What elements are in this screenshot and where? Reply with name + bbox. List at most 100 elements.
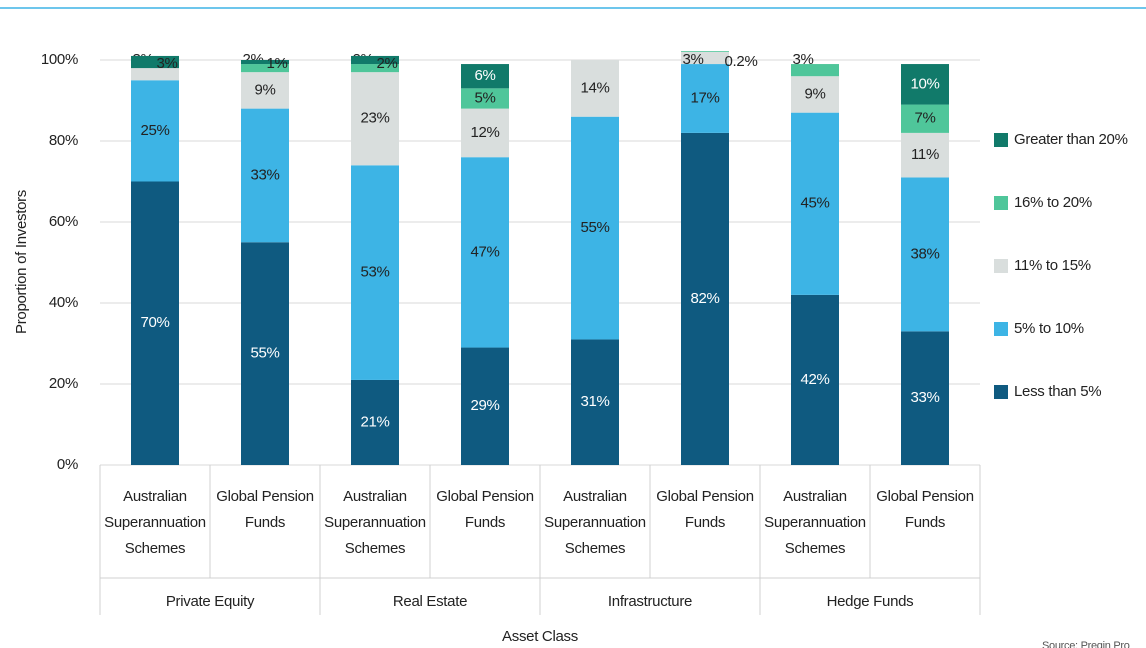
legend-label: 5% to 10% [1014, 320, 1084, 337]
bar-segment [791, 76, 839, 113]
bar-segment [791, 294, 839, 465]
x-tick-label: Global Pension Funds [656, 488, 754, 531]
value-label: 29% [470, 397, 499, 414]
source: Source: Preqin Pro [1042, 640, 1130, 648]
x-tick-label: Global Pension Funds [876, 488, 974, 531]
value-label: 0.2% [725, 53, 758, 70]
value-label: 17% [690, 89, 719, 106]
legend-label: Less than 5% [1014, 383, 1101, 400]
legend-swatch [994, 259, 1008, 273]
value-label: 25% [140, 122, 169, 139]
value-label: 55% [580, 219, 609, 236]
bar-segment [791, 64, 839, 77]
bar-segment [241, 64, 289, 73]
value-label: 42% [800, 371, 829, 388]
bar-segment [241, 72, 289, 109]
bar-segment [351, 379, 399, 465]
bar-segment [571, 60, 619, 117]
bar-segment [241, 108, 289, 243]
bar-segment [351, 64, 399, 73]
bar-segment [571, 116, 619, 340]
x-tick-label: Australian Superannuation Schemes [764, 488, 866, 557]
value-label: 10% [910, 75, 939, 92]
y-tick-label: 80% [49, 132, 78, 149]
value-label: 21% [360, 413, 389, 430]
bar-segment [131, 55, 179, 69]
value-label: 33% [910, 389, 939, 406]
legend-swatch [994, 196, 1008, 210]
bar-segment [351, 72, 399, 166]
x-tick-label: Global Pension Funds [216, 488, 314, 531]
bar-segment [791, 112, 839, 295]
bar-segment [131, 181, 179, 465]
y-tick-label: 20% [49, 375, 78, 392]
group-label: Infrastructure [608, 593, 692, 610]
value-label: 47% [470, 243, 499, 260]
bar-segment [461, 347, 509, 465]
value-label: 3% [792, 51, 813, 68]
x-tick-label: Australian Superannuation Schemes [544, 488, 646, 557]
value-label: 11% [911, 146, 939, 163]
bar-segment [901, 64, 949, 105]
bar-segment [461, 64, 509, 89]
value-label: 23% [360, 110, 389, 127]
y-tick-label: 60% [49, 213, 78, 230]
value-label: 3% [682, 51, 703, 68]
bar-segment [681, 51, 729, 65]
value-label: 2% [376, 55, 397, 72]
bar-segment [901, 104, 949, 133]
bar-segment [681, 51, 729, 52]
value-label: 3% [156, 55, 177, 72]
value-label: 5% [474, 89, 495, 106]
y-tick-label: 40% [49, 294, 78, 311]
x-tick-label: Global Pension Funds [436, 488, 534, 531]
value-label: 1% [266, 55, 287, 72]
value-label: 55% [250, 345, 279, 362]
y-tick-label: 100% [41, 51, 78, 68]
group-label: Real Estate [393, 593, 467, 610]
bar-segment [571, 339, 619, 465]
value-label: 70% [140, 314, 169, 331]
value-label: 31% [580, 393, 609, 410]
bar-segment [351, 165, 399, 380]
bar-segment [241, 60, 289, 65]
bar-segment [901, 132, 949, 178]
value-label: 7% [914, 110, 935, 127]
bar-segment [681, 64, 729, 133]
value-label: 12% [470, 124, 499, 141]
bar-segment [461, 157, 509, 348]
legend-swatch [994, 385, 1008, 399]
value-label: 33% [250, 166, 279, 183]
bar-segment [351, 55, 399, 65]
value-label: 6% [474, 67, 495, 84]
bar-segment [131, 80, 179, 182]
bar-segment [131, 68, 179, 81]
group-label: Private Equity [166, 593, 255, 610]
value-label: 9% [804, 85, 825, 102]
bar-segment [461, 108, 509, 158]
value-label: 9% [254, 81, 275, 98]
legend-label: Greater than 20% [1014, 131, 1128, 148]
bar-segment [901, 177, 949, 332]
bar-segment [241, 242, 289, 465]
value-label: 53% [360, 264, 389, 281]
bar-segment [901, 331, 949, 465]
y-tick-label: 0% [57, 456, 78, 473]
bar-segment [681, 132, 729, 465]
legend-swatch [994, 322, 1008, 336]
value-label: 45% [800, 195, 829, 212]
y-axis-label: Proportion of Investors [13, 190, 30, 334]
value-label: 2% [242, 51, 263, 68]
value-label: 38% [910, 245, 939, 262]
legend-label: 16% to 20% [1014, 194, 1092, 211]
bar-segment [461, 88, 509, 109]
value-label: 82% [690, 290, 719, 307]
legend-swatch [994, 133, 1008, 147]
group-label: Hedge Funds [827, 593, 914, 610]
x-tick-label: Australian Superannuation Schemes [104, 488, 206, 557]
legend-label: 11% to 15% [1014, 257, 1091, 274]
x-axis-label: Asset Class [502, 628, 578, 645]
x-tick-label: Australian Superannuation Schemes [324, 488, 426, 557]
value-label: 14% [580, 79, 609, 96]
